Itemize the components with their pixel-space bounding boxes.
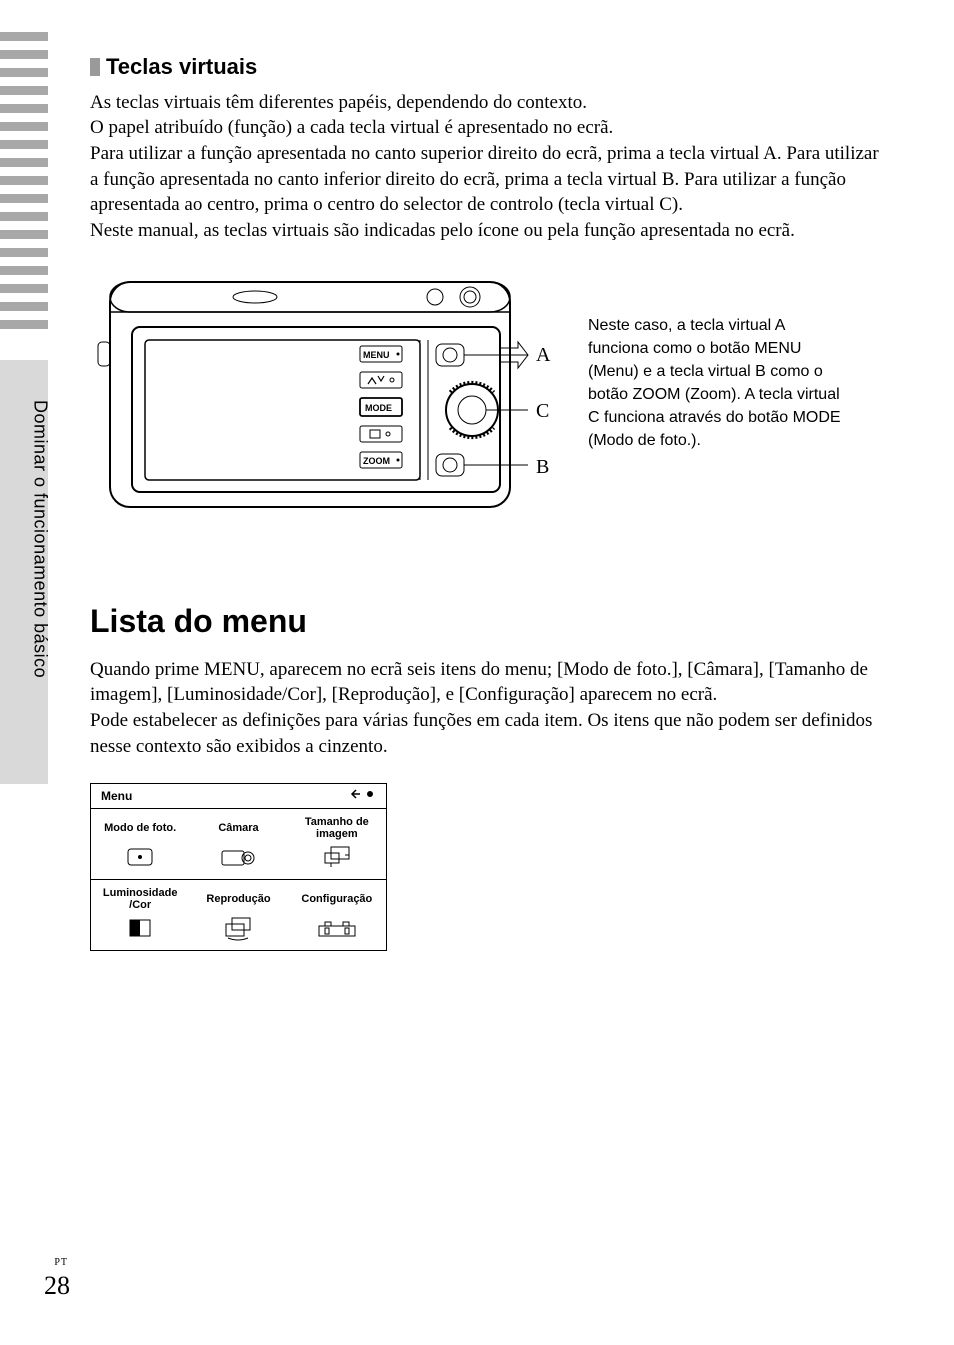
menu-item-reproducao: Reprodução bbox=[189, 880, 287, 950]
camera-diagram: MENU MODE ZOOM bbox=[90, 272, 550, 522]
paragraph: Quando prime MENU, aparecem no ecrã seis… bbox=[90, 657, 890, 708]
zoom-label: ZOOM bbox=[363, 456, 390, 466]
menu-item-configuracao: Configuração bbox=[288, 880, 386, 950]
callout-c: C bbox=[536, 398, 549, 425]
menu-title-icons bbox=[350, 788, 376, 804]
side-section-label: Dominar o funcionamento básico bbox=[28, 400, 52, 678]
camera-icon bbox=[218, 843, 258, 871]
menu-item-tamanho: Tamanho de imagem bbox=[288, 809, 386, 879]
menu-item-modo: Modo de foto. bbox=[91, 809, 189, 879]
heading-text: Teclas virtuais bbox=[106, 52, 257, 82]
playback-icon bbox=[218, 914, 258, 942]
menu-item-luminosidade: Luminosidade /Cor bbox=[91, 880, 189, 950]
menu-item-camara: Câmara bbox=[189, 809, 287, 879]
page-number: PT 28 bbox=[44, 1256, 70, 1303]
menu-label: MENU bbox=[363, 350, 390, 360]
section-heading-menu-list: Lista do menu bbox=[90, 600, 890, 643]
menu-title: Menu bbox=[101, 788, 132, 804]
menu-screenshot: Menu Modo de foto. Câmara Tamanho de ima… bbox=[90, 783, 387, 951]
edge-dashes bbox=[0, 32, 48, 338]
section-heading-virtual-keys: Teclas virtuais bbox=[90, 52, 890, 82]
paragraph: Neste manual, as teclas virtuais são ind… bbox=[90, 218, 890, 244]
page-lang: PT bbox=[44, 1256, 68, 1270]
setup-icon bbox=[315, 914, 359, 942]
content-column: Teclas virtuais As teclas virtuais têm d… bbox=[90, 52, 890, 951]
figure-row: MENU MODE ZOOM bbox=[90, 272, 890, 522]
callout-b: B bbox=[536, 454, 549, 481]
body-text-1: As teclas virtuais têm diferentes papéis… bbox=[90, 90, 890, 244]
paragraph: Pode estabelecer as definições para vári… bbox=[90, 708, 890, 759]
page-num: 28 bbox=[44, 1271, 70, 1300]
paragraph: O papel atribuído (função) a cada tecla … bbox=[90, 115, 890, 141]
heading-marker-icon bbox=[90, 58, 100, 76]
mode-label: MODE bbox=[365, 403, 392, 413]
brightness-icon bbox=[120, 914, 160, 942]
shoot-mode-icon bbox=[120, 843, 160, 871]
image-size-icon bbox=[317, 843, 357, 871]
paragraph: As teclas virtuais têm diferentes papéis… bbox=[90, 90, 890, 116]
body-text-2: Quando prime MENU, aparecem no ecrã seis… bbox=[90, 657, 890, 760]
paragraph: Para utilizar a função apresentada no ca… bbox=[90, 141, 890, 218]
menu-titlebar: Menu bbox=[91, 784, 386, 809]
page: Dominar o funcionamento básico Teclas vi… bbox=[0, 0, 954, 1345]
figure-caption: Neste caso, a tecla virtual A funciona c… bbox=[588, 314, 848, 453]
menu-grid: Modo de foto. Câmara Tamanho de imagem L… bbox=[91, 809, 386, 950]
callout-a: A bbox=[536, 342, 550, 369]
